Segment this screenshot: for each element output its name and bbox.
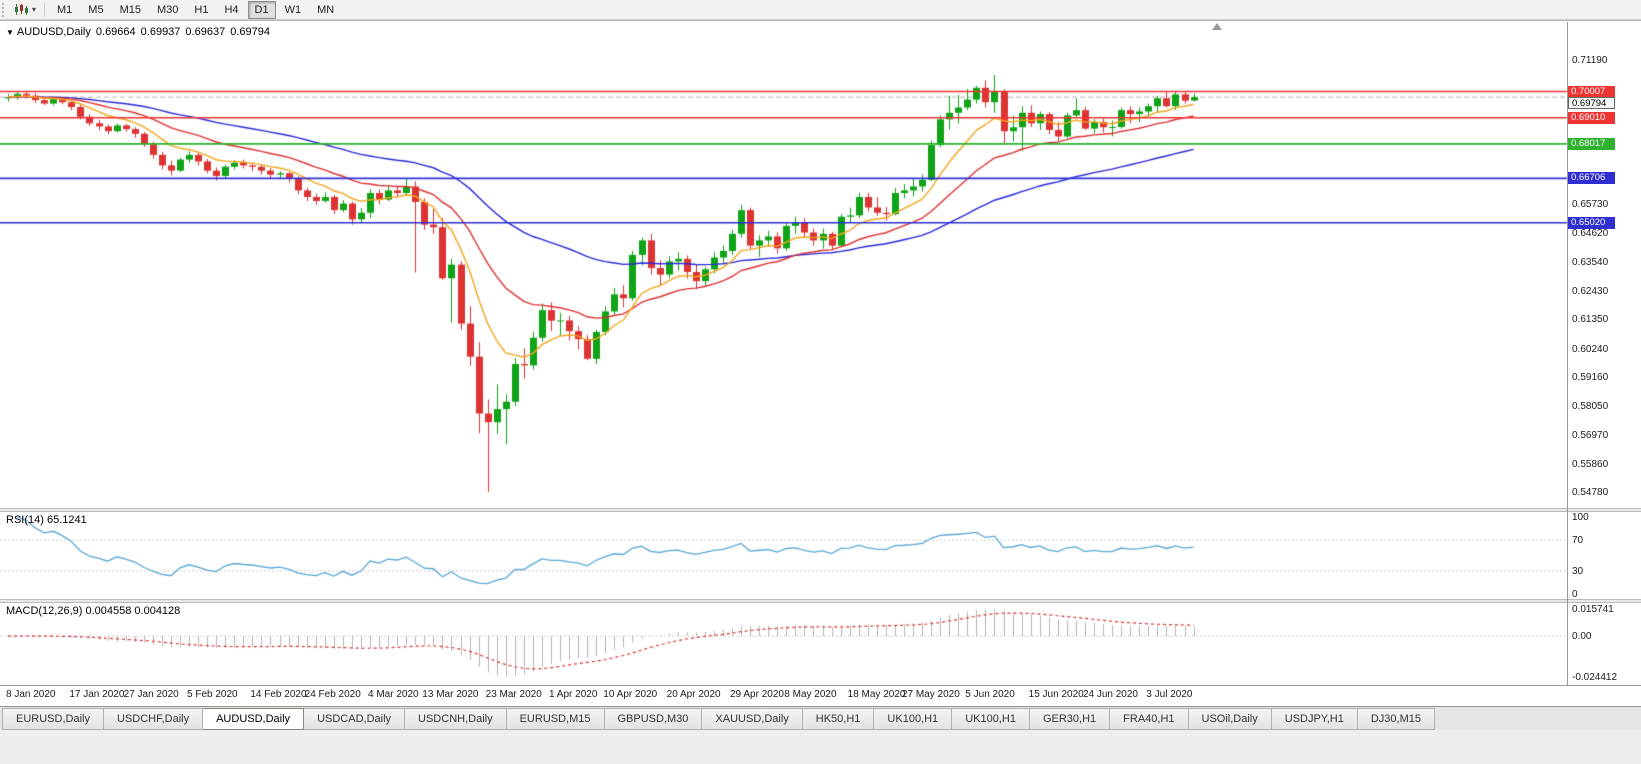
- date-axis-label: 4 Mar 2020: [368, 689, 419, 700]
- toolbar-separator: [44, 2, 46, 17]
- timeframe-button-m15[interactable]: M15: [119, 3, 141, 16]
- chart-tab-eurusd-daily[interactable]: EURUSD,Daily: [2, 708, 104, 730]
- timeframe-button-group: M1 M5 M15 M30 H1 H4 D1 W1 MN: [49, 0, 342, 19]
- chart-tab-uk100-h1[interactable]: UK100,H1: [952, 708, 1030, 730]
- chart-tab-strip: EURUSD,Daily USDCHF,Daily AUDUSD,Daily USDC…: [2, 707, 1435, 730]
- rsi-indicator-label: RSI(14) 65.1241: [6, 514, 87, 526]
- price-axis-tick: 0.71190: [1572, 55, 1608, 67]
- price-axis-tick: 0.65730: [1572, 199, 1609, 211]
- date-axis-label: 15 Jun 2020: [1028, 689, 1084, 700]
- date-axis-label: 13 Mar 2020: [422, 689, 479, 700]
- macd-axis-tick: 0.015741: [1572, 604, 1614, 615]
- timeframe-button-h1[interactable]: H1: [194, 3, 209, 16]
- status-area: [0, 730, 1641, 764]
- price-tag-resistance: 0.69010: [1568, 111, 1615, 124]
- timeframe-button-m30[interactable]: M30: [156, 3, 179, 16]
- ohlc-low: 0.69637: [185, 26, 226, 38]
- chart-tab-usoil-daily[interactable]: USOil,Daily: [1188, 708, 1272, 730]
- chart-type-dropdown-icon[interactable]: ▾: [32, 5, 37, 14]
- chart-tab-usdjpy-h1[interactable]: USDJPY,H1: [1271, 708, 1358, 730]
- rsi-axis-tick: 0: [1572, 589, 1578, 600]
- chart-symbol-label: AUDUSD,Daily: [16, 26, 91, 38]
- date-axis-label: 17 Jan 2020: [69, 689, 125, 700]
- chart-tab-audusd-daily[interactable]: AUDUSD,Daily: [203, 708, 305, 730]
- panel-separator-rsi[interactable]: [0, 508, 1641, 512]
- chart-shift-marker[interactable]: [1212, 23, 1222, 30]
- timeframe-toolbar: ▾ M1 M5 M15 M30 H1 H4 D1 W1 MN: [0, 0, 1641, 20]
- timeframe-button-m1[interactable]: M1: [57, 3, 73, 16]
- price-axis-tick: 0.61350: [1572, 314, 1609, 326]
- timeframe-button-w1[interactable]: W1: [284, 3, 302, 16]
- chart-tab-usdchf-daily[interactable]: USDCHF,Daily: [103, 708, 204, 730]
- price-axis-tick: 0.59160: [1572, 371, 1609, 383]
- date-axis-label: 8 May 2020: [784, 689, 837, 700]
- rsi-axis-tick: 70: [1572, 535, 1584, 547]
- date-axis[interactable]: [0, 685, 1641, 706]
- ohlc-open: 0.69664: [95, 26, 136, 38]
- timeframe-button-mn[interactable]: MN: [317, 3, 335, 16]
- date-axis-label: 10 Apr 2020: [603, 689, 658, 700]
- chart-tab-usdcnh-daily[interactable]: USDCNH,Daily: [405, 708, 507, 730]
- date-axis-label: 5 Jun 2020: [965, 689, 1015, 700]
- rsi-axis-tick: 100: [1572, 512, 1589, 523]
- macd-axis-tick: 0.00: [1572, 631, 1592, 643]
- date-axis-label: 24 Jun 2020: [1082, 689, 1138, 700]
- date-axis-label: 29 Apr 2020: [730, 689, 784, 700]
- chart-tab-gbpusd-m30[interactable]: GBPUSD,M30: [604, 708, 703, 730]
- panel-separator-macd[interactable]: [0, 599, 1641, 603]
- date-axis-label: 8 Jan 2020: [6, 689, 56, 700]
- chart-tab-eurusd-m15[interactable]: EURUSD,M15: [506, 708, 605, 730]
- price-tag-current-price: 0.69794: [1568, 97, 1615, 110]
- macd-axis-tick: -0.024412: [1572, 672, 1618, 683]
- price-axis-tick: 0.64620: [1572, 228, 1609, 240]
- date-axis-label: 27 Jan 2020: [123, 689, 179, 700]
- chart-tab-uk100-h1[interactable]: UK100,H1: [874, 708, 953, 730]
- ohlc-close: 0.69794: [230, 26, 270, 38]
- price-axis-border: [1567, 22, 1568, 685]
- date-axis-label: 3 Jul 2020: [1146, 689, 1193, 700]
- price-tag-resistance: 0.70007: [1568, 85, 1615, 98]
- ohlc-high: 0.69937: [140, 26, 181, 38]
- date-axis-label: 14 Feb 2020: [250, 689, 307, 700]
- price-axis-tick: 0.54780: [1572, 487, 1609, 499]
- rsi-axis-tick: 30: [1572, 565, 1584, 577]
- chart-tab-bar: EURUSD,Daily USDCHF,Daily AUDUSD,Daily USDC…: [0, 706, 1641, 730]
- price-axis-tick: 0.62430: [1572, 285, 1609, 297]
- price-axis-tick: 0.58050: [1572, 401, 1609, 413]
- date-axis-label: 18 May 2020: [847, 689, 906, 700]
- price-tag-support: 0.66706: [1568, 172, 1615, 185]
- chart-tab-xauusd-daily[interactable]: XAUUSD,Daily: [702, 708, 803, 730]
- chart-tab-ger30-h1[interactable]: GER30,H1: [1029, 708, 1111, 730]
- chart-tab-fra40-h1[interactable]: FRA40,H1: [1110, 708, 1189, 730]
- timeframe-button-d1[interactable]: D1: [247, 0, 276, 19]
- macd-indicator-label: MACD(12,26,9) 0.004558 0.004128: [6, 605, 181, 617]
- price-axis-tick: 0.63540: [1572, 256, 1609, 268]
- chart-tab-usdcad-daily[interactable]: USDCAD,Daily: [304, 708, 406, 730]
- chart-title: ▼ AUDUSD,Daily 0.69664 0.69937 0.69637 0.6979…: [6, 26, 275, 38]
- date-axis-label: 20 Apr 2020: [666, 689, 721, 700]
- price-axis-tick: 0.55860: [1572, 458, 1609, 470]
- price-axis-tick: 0.56970: [1572, 429, 1609, 441]
- price-tag-support: 0.68017: [1568, 137, 1615, 150]
- date-axis-label: 23 Mar 2020: [485, 689, 542, 700]
- chart-tab-hk50-h1[interactable]: HK50,H1: [802, 708, 875, 730]
- date-axis-label: 27 May 2020: [901, 689, 960, 700]
- price-axis-tick: 0.60240: [1572, 343, 1609, 355]
- chart-type-icon[interactable]: [13, 3, 29, 16]
- date-axis-label: 24 Feb 2020: [304, 689, 361, 700]
- symbol-dropdown-icon[interactable]: ▼: [6, 28, 14, 37]
- price-tag-support: 0.65020: [1568, 216, 1615, 229]
- timeframe-button-h4[interactable]: H4: [224, 3, 239, 16]
- chart-tab-dj30-m15[interactable]: DJ30,M15: [1357, 708, 1435, 730]
- toolbar-grip[interactable]: [2, 2, 8, 17]
- date-axis-label: 5 Feb 2020: [187, 689, 238, 700]
- timeframe-button-m5[interactable]: M5: [88, 3, 104, 16]
- date-axis-label: 1 Apr 2020: [549, 689, 598, 700]
